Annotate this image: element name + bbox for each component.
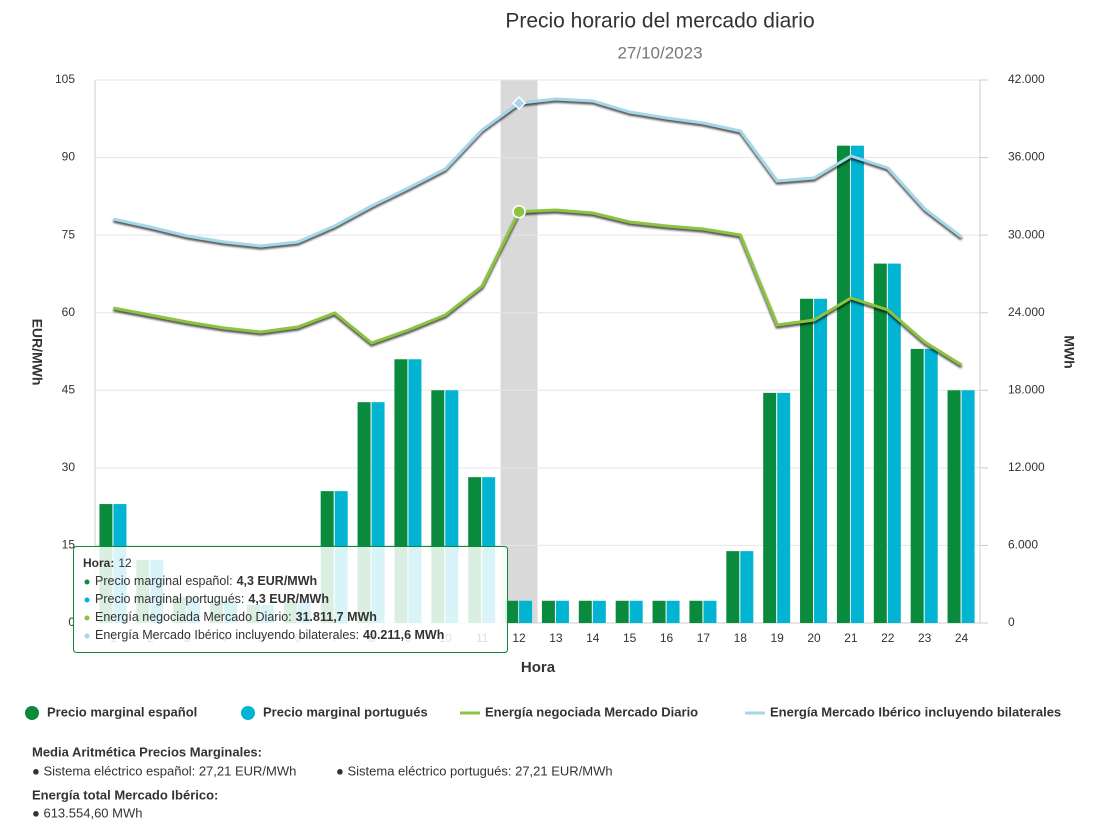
tooltip-title-label: Hora: <box>83 556 114 570</box>
bar <box>615 600 629 623</box>
tooltip-bullet <box>84 597 90 603</box>
tooltip-title-value: 12 <box>118 556 132 570</box>
bar <box>555 600 569 623</box>
legend-label: Energía negociada Mercado Diario <box>485 704 698 719</box>
y2-axis-label: MWh <box>1061 335 1077 368</box>
legend-label: Energía Mercado Ibérico incluyendo bilat… <box>770 704 1061 719</box>
x-tick-label: 23 <box>918 631 932 645</box>
x-tick-label: 21 <box>844 631 858 645</box>
tooltip-item: Precio marginal portugués: 4,3 EUR/MWh <box>95 592 329 606</box>
y-tick-label: 45 <box>62 382 76 396</box>
legend-label: Precio marginal español <box>47 704 197 719</box>
y2-tick-label: 12.000 <box>1008 460 1045 474</box>
y2-tick-label: 30.000 <box>1008 227 1045 241</box>
y2-tick-label: 6.000 <box>1008 538 1038 552</box>
bar <box>592 600 606 623</box>
tooltip-item-value: 40.211,6 MWh <box>363 628 444 642</box>
tooltip-bullet <box>84 579 90 585</box>
summary-title: Energía total Mercado Ibérico: <box>32 787 218 802</box>
summary-item: ● Sistema eléctrico español: 27,21 EUR/M… <box>32 763 296 778</box>
y-tick-label: 30 <box>62 460 76 474</box>
y2-tick-label: 42.000 <box>1008 72 1045 86</box>
legend-label: Precio marginal portugués <box>263 704 428 719</box>
bar <box>873 263 887 623</box>
hover-band <box>500 80 538 623</box>
bar <box>740 551 754 623</box>
tooltip-item: Energía Mercado Ibérico incluyendo bilat… <box>95 628 444 642</box>
summary-title: Media Aritmética Precios Marginales: <box>32 744 262 759</box>
y-tick-label: 75 <box>62 227 76 241</box>
y-tick-label: 60 <box>62 305 76 319</box>
x-tick-label: 17 <box>697 631 711 645</box>
tooltip-item-value: 4,3 EUR/MWh <box>248 592 329 606</box>
bar <box>947 390 961 623</box>
hover-marker <box>512 96 527 111</box>
y-axis-label: EUR/MWh <box>29 319 45 386</box>
tooltip-item-value: 31.811,7 MWh <box>296 610 377 624</box>
bar <box>836 145 850 624</box>
bar <box>924 348 938 623</box>
x-tick-label: 24 <box>955 631 969 645</box>
bar <box>578 600 592 623</box>
bar <box>505 600 519 623</box>
x-tick-label: 20 <box>807 631 821 645</box>
summary-item: ● Sistema eléctrico portugués: 27,21 EUR… <box>336 763 613 778</box>
tooltip-title: Hora: 12 <box>83 556 132 570</box>
bar <box>519 600 533 623</box>
tooltip-item-value: 4,3 EUR/MWh <box>237 574 318 588</box>
tooltip-box <box>73 546 508 653</box>
x-tick-label: 15 <box>623 631 637 645</box>
bar <box>961 390 975 623</box>
y2-tick-label: 18.000 <box>1008 382 1045 396</box>
bar <box>763 392 777 623</box>
bar <box>666 600 680 623</box>
tooltip-item-label: Precio marginal español: <box>95 574 233 588</box>
bar <box>689 600 703 623</box>
y-tick-label: 15 <box>62 538 76 552</box>
tooltip-item: Precio marginal español: 4,3 EUR/MWh <box>95 574 317 588</box>
bar <box>629 600 643 623</box>
tooltip-item-label: Energía negociada Mercado Diario: <box>95 610 292 624</box>
line <box>113 97 963 248</box>
tooltip-item-label: Energía Mercado Ibérico incluyendo bilat… <box>95 628 359 642</box>
hover-marker <box>512 204 526 219</box>
tooltip-item-label: Precio marginal portugués: <box>95 592 244 606</box>
x-tick-label: 18 <box>734 631 748 645</box>
tooltip-item: Energía negociada Mercado Diario: 31.811,… <box>95 610 377 624</box>
x-tick-label: 19 <box>771 631 785 645</box>
x-tick-label: 12 <box>512 631 526 645</box>
legend-swatch <box>241 706 255 720</box>
summary-item: ● 613.554,60 MWh <box>32 805 142 820</box>
x-tick-label: 13 <box>549 631 563 645</box>
bar <box>850 145 864 624</box>
bar <box>726 551 740 623</box>
legend-swatch <box>25 706 39 720</box>
y2-tick-label: 36.000 <box>1008 150 1045 164</box>
x-tick-label: 14 <box>586 631 600 645</box>
y-tick-label: 90 <box>62 150 76 164</box>
line <box>113 208 963 367</box>
bar <box>814 298 828 623</box>
y2-tick-label: 24.000 <box>1008 305 1045 319</box>
chart-subtitle: 27/10/2023 <box>617 43 702 62</box>
bar <box>800 298 814 623</box>
tooltip: Hora: 12 Precio marginal español: 4,3 EUR/M… <box>73 546 508 653</box>
y-tick-label: 105 <box>55 72 75 86</box>
x-tick-label: 16 <box>660 631 674 645</box>
y2-tick-label: 0 <box>1008 615 1015 629</box>
bar <box>910 348 924 623</box>
x-tick-label: 22 <box>881 631 895 645</box>
y-tick-label: 0 <box>68 615 75 629</box>
tooltip-bullet <box>84 615 90 621</box>
bar <box>887 263 901 623</box>
bar <box>541 600 555 623</box>
bar <box>652 600 666 623</box>
bar <box>703 600 717 623</box>
x-axis-label: Hora <box>521 659 556 676</box>
tooltip-bullet <box>84 633 90 639</box>
chart-title: Precio horario del mercado diario <box>505 10 814 33</box>
bar <box>777 392 791 623</box>
